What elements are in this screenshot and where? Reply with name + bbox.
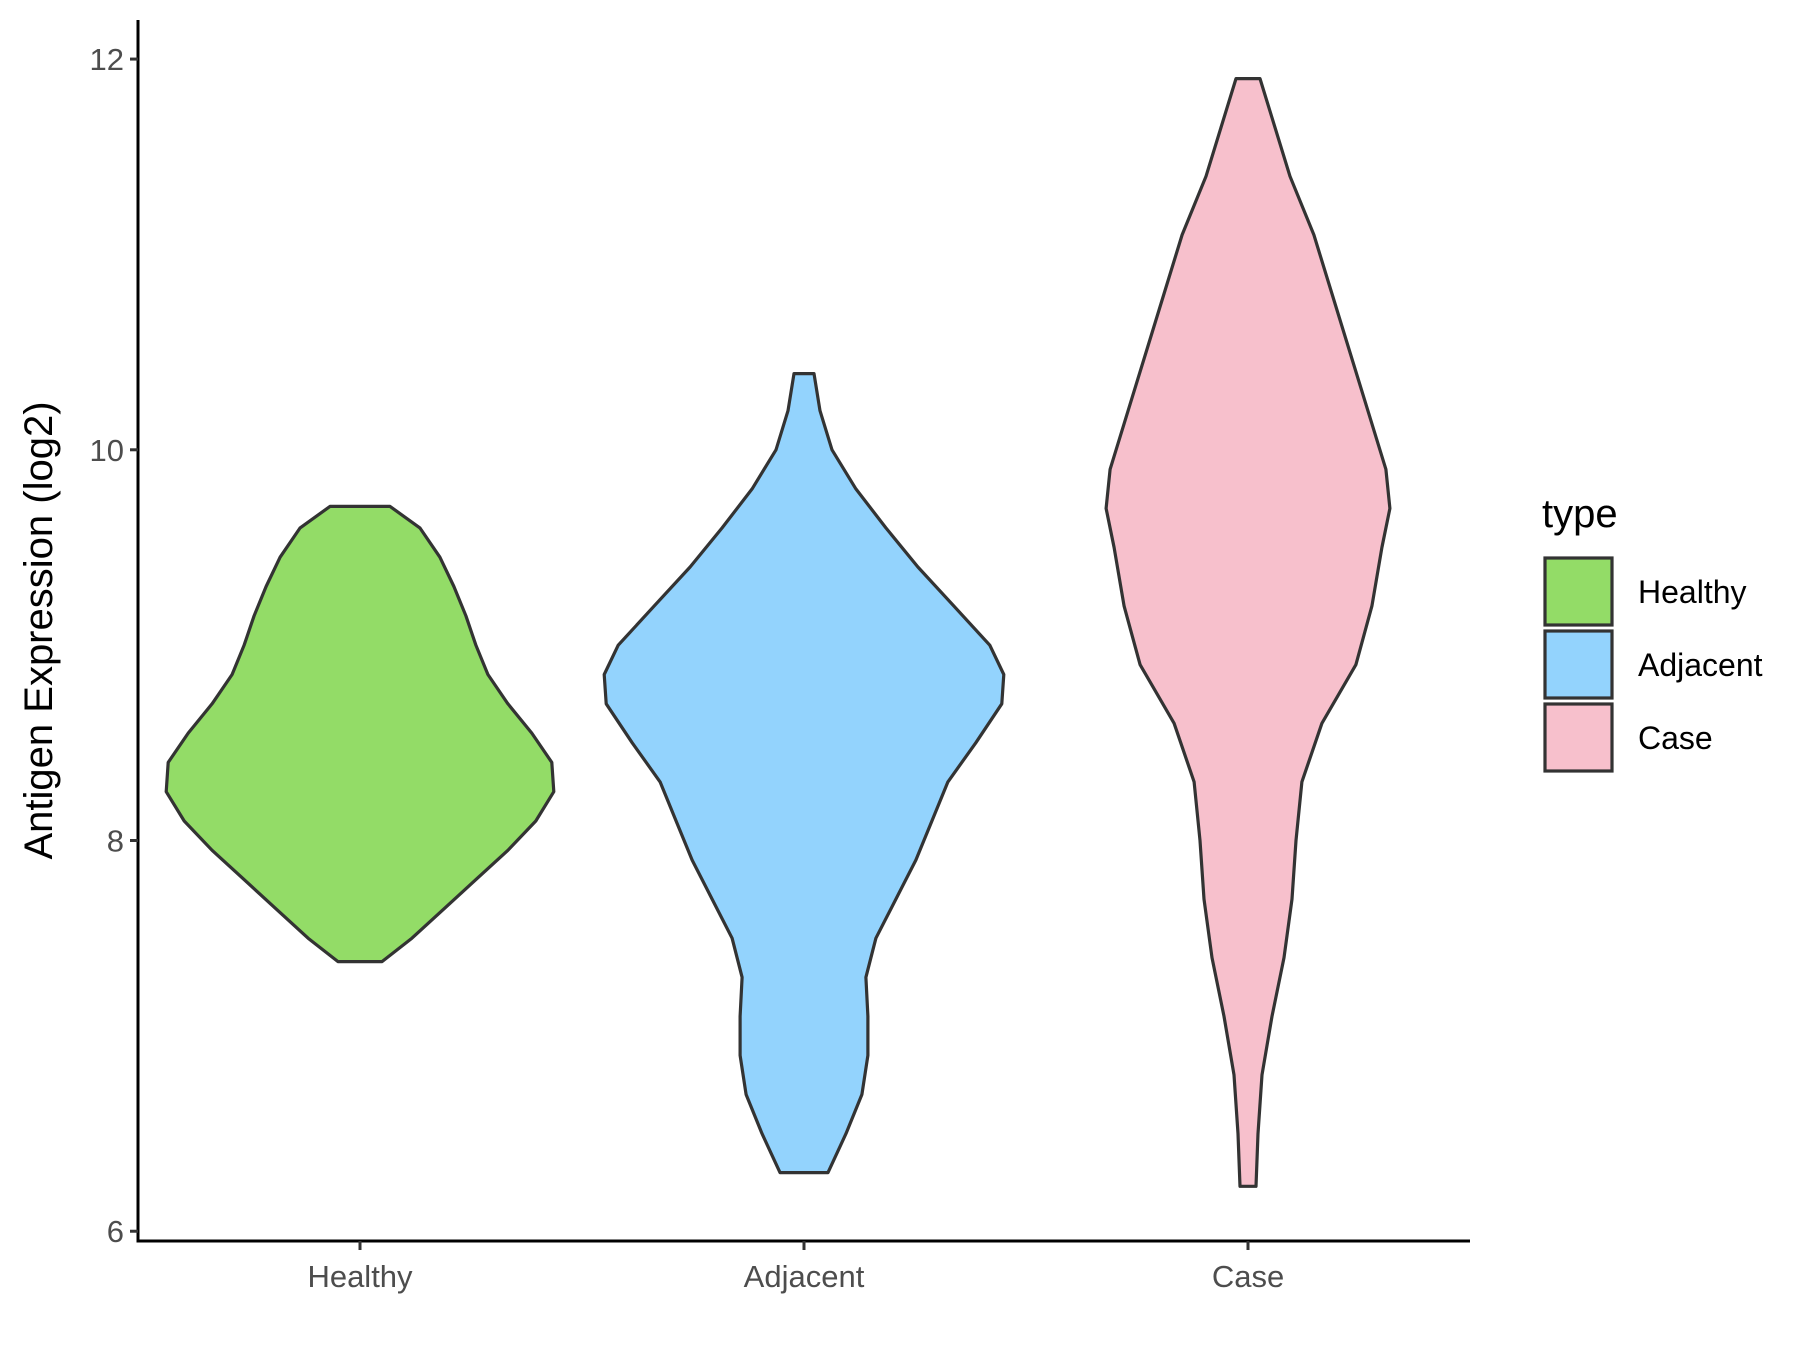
y-axis-title: Antigen Expression (log2) [17,401,61,859]
x-axis-ticks: Healthy Adjacent Case [307,1241,1284,1294]
violin-healthy [164,504,556,964]
violin-adjacent [602,372,1006,1175]
x-tick-label: Case [1212,1259,1284,1294]
legend-swatch-healthy [1543,556,1614,627]
y-tick-label: 10 [90,433,124,468]
legend-label: Adjacent [1638,647,1763,683]
legend-title: type [1542,492,1618,536]
legend-label: Healthy [1638,574,1747,610]
legend-swatch-case [1543,702,1614,773]
axes-layer: 6 8 10 12 Healthy Adjacent Case [90,20,1470,1294]
x-tick-label: Adjacent [744,1259,865,1294]
legend-label: Case [1638,720,1713,756]
y-tick-label: 12 [90,42,124,77]
legend: type Healthy Adjacent Case [1542,492,1763,773]
legend-swatch-adjacent [1543,629,1614,700]
y-tick-label: 8 [107,824,124,859]
x-tick-label: Healthy [307,1259,413,1294]
violin-layer [164,77,1392,1188]
legend-items: Healthy Adjacent Case [1543,556,1763,773]
violin-case [1104,77,1392,1188]
y-axis-ticks: 6 8 10 12 [90,42,138,1249]
y-tick-label: 6 [107,1214,124,1249]
